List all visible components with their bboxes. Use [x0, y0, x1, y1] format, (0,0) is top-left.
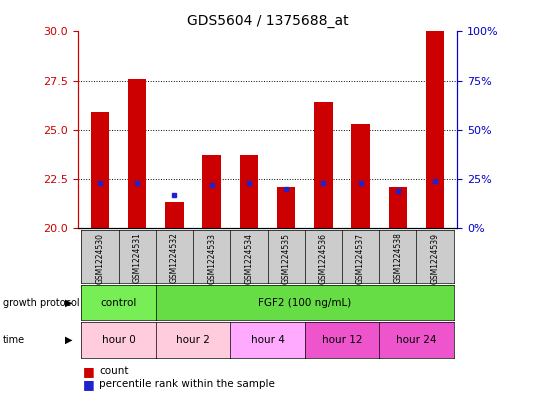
Text: GSM1224534: GSM1224534	[244, 233, 254, 284]
Text: GSM1224531: GSM1224531	[133, 233, 142, 283]
Bar	[240, 155, 258, 228]
Text: hour 2: hour 2	[176, 335, 210, 345]
Text: GSM1224538: GSM1224538	[393, 233, 402, 283]
Bar	[128, 79, 147, 228]
Text: growth protocol: growth protocol	[3, 298, 79, 308]
Text: GSM1224533: GSM1224533	[207, 233, 216, 284]
Text: ▶: ▶	[65, 298, 72, 308]
Bar	[426, 31, 445, 228]
Bar	[388, 187, 407, 228]
Bar	[314, 102, 333, 228]
Bar	[351, 124, 370, 228]
Text: GSM1224537: GSM1224537	[356, 233, 365, 284]
Text: control: control	[101, 298, 137, 308]
Text: count: count	[99, 366, 128, 376]
Bar	[277, 187, 295, 228]
Bar	[90, 112, 109, 228]
Text: FGF2 (100 ng/mL): FGF2 (100 ng/mL)	[258, 298, 351, 308]
Text: percentile rank within the sample: percentile rank within the sample	[99, 379, 275, 389]
Text: hour 24: hour 24	[396, 335, 437, 345]
Text: hour 4: hour 4	[250, 335, 285, 345]
Bar	[165, 202, 184, 228]
Text: GSM1224536: GSM1224536	[319, 233, 328, 284]
Text: ▶: ▶	[65, 335, 72, 345]
Text: GSM1224535: GSM1224535	[281, 233, 291, 284]
Text: ■: ■	[83, 365, 95, 378]
Text: GDS5604 / 1375688_at: GDS5604 / 1375688_at	[187, 14, 348, 28]
Text: ■: ■	[83, 378, 95, 391]
Text: time: time	[3, 335, 25, 345]
Text: hour 0: hour 0	[102, 335, 135, 345]
Text: GSM1224532: GSM1224532	[170, 233, 179, 283]
Text: hour 12: hour 12	[322, 335, 362, 345]
Text: GSM1224539: GSM1224539	[431, 233, 440, 284]
Bar	[202, 155, 221, 228]
Text: GSM1224530: GSM1224530	[95, 233, 104, 284]
